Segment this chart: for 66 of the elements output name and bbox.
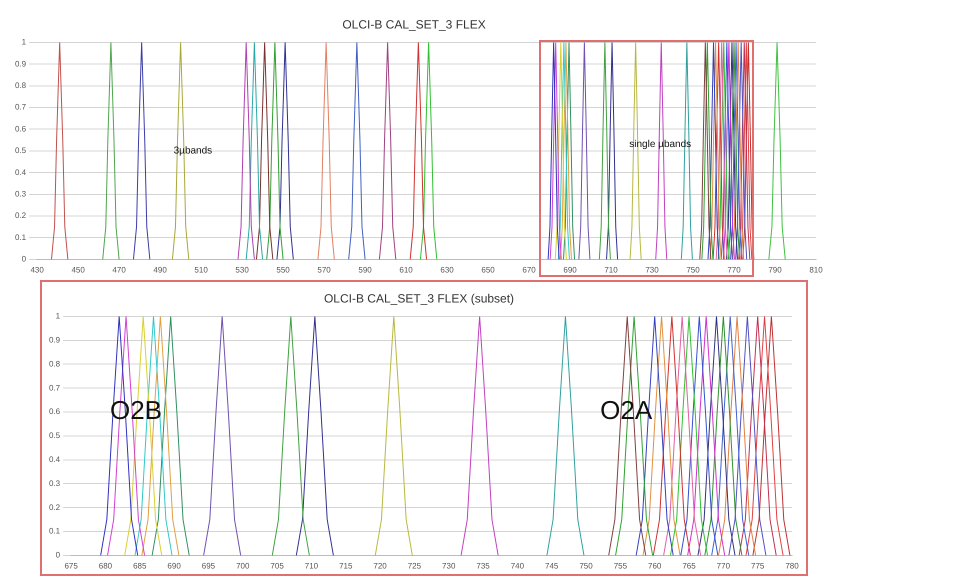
chart-title: OLCI-B CAL_SET_3 FLEX (342, 18, 486, 32)
x-tick-label: 700 (236, 561, 250, 570)
x-tick-label: 690 (563, 265, 578, 274)
x-tick-label: 750 (686, 265, 700, 274)
x-tick-label: 745 (545, 561, 559, 570)
y-tick-label: 0.6 (48, 407, 61, 416)
y-tick-label: 0.2 (48, 502, 61, 512)
x-tick-label: 630 (440, 265, 454, 274)
x-tick-label: 680 (98, 561, 113, 570)
x-tick-label: 710 (304, 561, 319, 570)
y-tick-label: 0.6 (14, 124, 27, 134)
x-tick-label: 570 (317, 265, 332, 274)
y-tick-label: 0.3 (14, 190, 27, 199)
y-tick-label: 0.9 (14, 59, 27, 68)
x-tick-label: 755 (614, 561, 628, 570)
y-tick-label: 0 (22, 254, 27, 264)
y-tick-label: 0.7 (14, 102, 27, 112)
y-tick-label: 0.1 (48, 526, 61, 536)
x-tick-label: 675 (64, 561, 78, 570)
x-tick-label: 760 (648, 561, 662, 570)
x-tick-label: 610 (399, 265, 414, 274)
y-tick-label: 0.9 (48, 336, 61, 345)
y-tick-label: 0.2 (14, 211, 27, 220)
y-tick-label: 0.7 (48, 383, 61, 392)
x-tick-label: 650 (481, 265, 496, 274)
x-tick-label: 730 (442, 561, 456, 570)
y-tick-label: 0.8 (48, 359, 61, 368)
x-tick-label: 770 (716, 561, 731, 570)
x-tick-label: 690 (167, 561, 182, 570)
y-tick-label: 1 (56, 312, 61, 321)
y-tick-label: 1 (22, 38, 27, 47)
x-tick-label: 715 (339, 561, 353, 570)
x-tick-label: 490 (153, 265, 168, 274)
y-tick-label: 0.5 (48, 431, 61, 440)
y-tick-label: 0.5 (14, 146, 27, 156)
chart-title: OLCI-B CAL_SET_3 FLEX (subset) (324, 292, 514, 306)
x-tick-label: 450 (71, 265, 86, 274)
x-tick-label: 725 (408, 561, 422, 570)
x-tick-label: 550 (276, 265, 290, 274)
x-tick-label: 530 (235, 265, 250, 274)
x-tick-label: 710 (604, 265, 618, 274)
x-tick-label: 730 (645, 265, 660, 274)
x-tick-label: 510 (194, 265, 208, 274)
x-tick-label: 430 (30, 265, 44, 274)
x-tick-label: 720 (373, 561, 388, 570)
x-tick-label: 470 (112, 265, 126, 274)
x-tick-label: 590 (358, 265, 372, 274)
x-tick-label: 790 (768, 265, 782, 274)
x-tick-label: 695 (202, 561, 216, 570)
x-tick-label: 810 (809, 265, 824, 274)
x-tick-label: 735 (476, 561, 490, 570)
x-tick-label: 780 (785, 561, 800, 570)
x-tick-label: 770 (727, 265, 742, 274)
y-tick-label: 0.4 (48, 455, 61, 464)
x-tick-label: 685 (133, 561, 147, 570)
y-tick-label: 0 (56, 550, 61, 560)
y-tick-label: 0.3 (48, 478, 61, 488)
y-tick-label: 0.8 (14, 81, 27, 90)
x-tick-label: 775 (750, 561, 765, 570)
y-tick-label: 0.1 (14, 232, 27, 242)
y-tick-label: 0.4 (14, 168, 27, 177)
x-tick-label: 765 (682, 561, 696, 570)
x-tick-label: 750 (579, 561, 594, 570)
x-tick-label: 705 (270, 561, 284, 570)
x-tick-label: 670 (522, 265, 536, 274)
x-tick-label: 740 (510, 561, 525, 570)
